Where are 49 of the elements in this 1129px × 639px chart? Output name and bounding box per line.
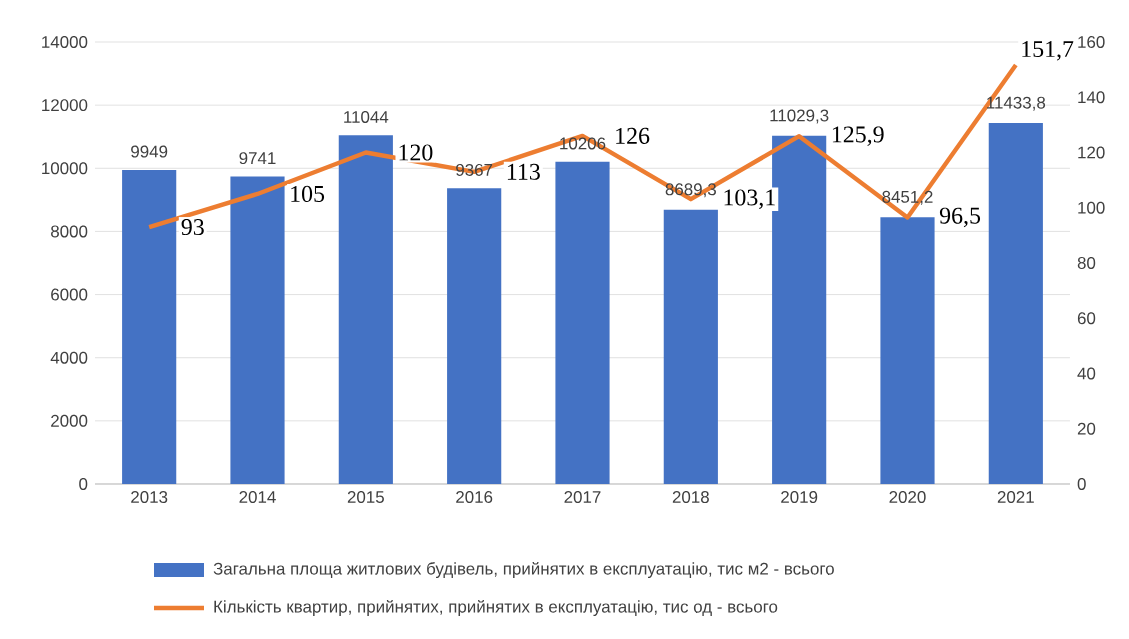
x-tick-label: 2016 [456,491,493,504]
y-tick-label: 4000 [50,351,88,364]
y2-tick-label: 100 [1078,201,1105,214]
data-label: 113 [507,163,540,180]
y-tick-label: 6000 [51,288,88,301]
bar [447,188,502,484]
y-tick-label: 14000 [42,36,88,48]
data-label: 103,1 [724,189,775,209]
data-label: 9741 [239,152,276,165]
data-label: 93 [181,219,204,236]
bar [230,176,285,484]
y2-tick-label: 140 [1078,91,1105,104]
x-tick-label: 2021 [997,491,1034,504]
y-tick-label: 8000 [51,225,88,238]
x-tick-label: 2020 [889,491,926,504]
x-tick-label: 2014 [239,491,276,504]
legend-label: Кількість квартир, прийнятих, прийнятих в експлуатацію, тис од - всього [214,599,778,617]
x-tick-label: 2015 [347,491,384,504]
bar [338,135,393,484]
y2-tick-label: 60 [1077,312,1096,325]
data-label: 151,7 [1022,41,1074,61]
y2-tick-label: 20 [1077,422,1096,435]
legend-label: Загальна площа житлових будівель, прийнятих в експлуатацію, тис м2 - всього [213,561,834,579]
data-label: 105 [291,185,325,202]
y-tick-label: 12000 [42,99,88,112]
bar [663,209,718,484]
data-label: 126 [616,127,650,144]
y2-tick-label: 80 [1077,257,1096,269]
x-tick-label: 2017 [564,491,601,504]
y-tick-label: 10000 [42,162,88,175]
data-label: 11029,3 [770,109,829,124]
x-tick-label: 2013 [131,491,168,504]
bar [880,217,935,484]
data-label: 96,5 [939,207,981,228]
x-tick-label: 2018 [672,491,709,504]
bar [555,161,610,484]
x-tick-label: 2019 [781,491,818,504]
bar [122,169,177,484]
data-label: 120 [399,144,433,161]
y2-tick-label: 40 [1077,367,1096,380]
bar [988,123,1043,484]
y-tick-label: 2000 [51,414,88,427]
y2-tick-label: 160 [1078,36,1105,48]
y-tick-label: 0 [79,478,88,490]
y2-tick-label: 120 [1078,146,1105,159]
y2-tick-label: 0 [1077,478,1086,490]
data-label: 125,9 [832,126,884,146]
data-label: 11044 [344,110,389,123]
data-label: 9949 [131,145,168,158]
